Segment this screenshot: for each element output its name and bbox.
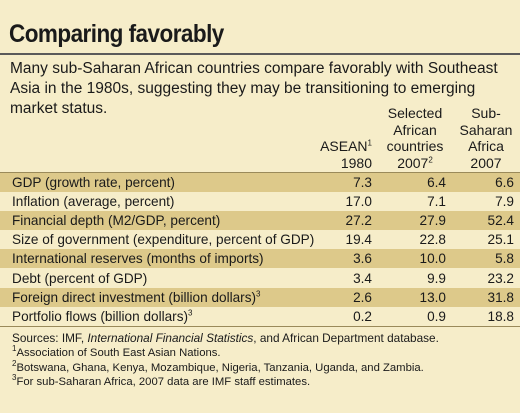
row-label: Debt (percent of GDP) [12,270,148,286]
column-header-sub-saharan: Sub- Saharan Africa 2007 [459,105,513,171]
sources-note: Sources: IMF, International Financial St… [12,331,439,345]
table-row: Financial depth (M2/GDP, percent) 27.2 27.… [0,211,520,231]
table-row: Size of government (expenditure, percent… [0,230,520,249]
row-label: Financial depth (M2/GDP, percent) [12,213,221,229]
table-cell: 23.2 [487,270,514,286]
table-cell: 19.4 [345,232,372,248]
table-row: Inflation (average, percent) 17.0 7.1 7.9 [0,192,520,211]
row-label: Size of government (expenditure, percent… [12,232,315,248]
footnote-1: 1Association of South East Asian Nations… [12,344,221,359]
table-cell: 6.4 [427,175,446,190]
table-cell: 27.9 [419,213,446,229]
table-cell: 7.9 [495,194,514,210]
table-cell: 17.0 [345,194,372,210]
table-cell: 0.9 [427,308,446,324]
column-header-selected-african: Selected African countries 20072 [386,105,444,171]
row-label: Portfolio flows (billion dollars)3 [12,308,193,324]
row-label: Inflation (average, percent) [12,194,175,210]
footnote-3: 3For sub-Saharan Africa, 2007 data are I… [12,373,311,388]
table-cell: 31.8 [487,289,514,305]
table-cell: 25.1 [487,232,514,248]
row-label: International reserves (months of import… [12,251,264,267]
table-cell: 10.0 [419,251,446,267]
subtitle: Many sub-Saharan African countries compa… [10,60,498,117]
table-cell: 9.9 [427,270,446,286]
table-cell: 7.3 [353,175,372,190]
table-row: International reserves (months of import… [0,249,520,269]
table-cell: 22.8 [419,232,446,248]
table-cell: 5.8 [495,251,514,267]
table-cell: 13.0 [419,289,446,305]
row-label: GDP (growth rate, percent) [12,175,175,190]
header-rule [0,172,520,173]
footnotes: Sources: IMF, International Financial St… [12,331,517,390]
table-cell: 2.6 [353,289,372,305]
table-cell: 3.6 [353,251,372,267]
table-cell: 7.1 [427,194,446,210]
table-row: Debt (percent of GDP) 3.4 9.9 23.2 [0,269,520,288]
table-row: GDP (growth rate, percent) 7.3 6.4 6.6 [0,173,520,193]
footnote-2: 2Botswana, Ghana, Kenya, Mozambique, Nig… [12,358,424,374]
table-cell: 0.2 [353,308,372,324]
table-cell: 6.6 [495,175,514,190]
page-title: Comparing favorably [9,20,224,48]
table-cell: 27.2 [345,213,372,229]
table-cell: 52.4 [487,213,514,229]
row-label: Foreign direct investment (billion dolla… [12,289,261,305]
table-row: Foreign direct investment (billion dolla… [0,287,520,307]
table-bottom-rule [0,326,520,327]
table-row: Portfolio flows (billion dollars)3 0.2 0.9… [0,307,520,326]
title-rule [0,53,520,55]
column-header-asean: ASEAN1 1980 [320,138,372,171]
table-cell: 18.8 [487,308,514,324]
table-cell: 3.4 [353,270,372,286]
